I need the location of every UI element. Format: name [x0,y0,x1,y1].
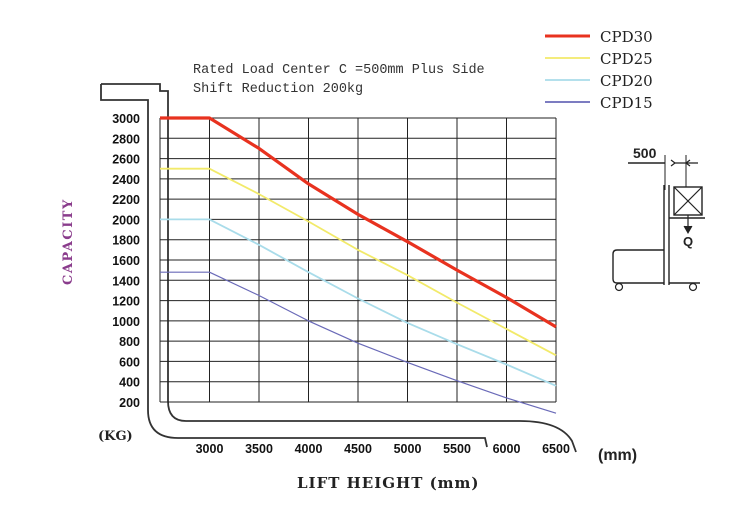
x-tick-label: 6500 [542,442,570,456]
series-line-cpd20 [160,218,557,387]
series-line-cpd30 [160,116,557,329]
x-tick-label: 5000 [394,442,422,456]
y-tick-label: 3000 [112,112,140,126]
x-axis-unit: (mm) [598,447,637,464]
x-tick-label: 3000 [196,442,224,456]
annotation-line-2: Shift Reduction 200kg [193,82,363,97]
x-tick-label: 4000 [295,442,323,456]
x-tick-label: 4500 [344,442,372,456]
y-tick-label: 2000 [112,213,140,227]
y-axis-unit: (KG) [98,429,133,444]
annotation-line-1: Rated Load Center C =500mm Plus Side [193,63,485,78]
chart-grid [159,117,557,403]
forklift-frame-outline [101,83,577,453]
y-tick-label: 1800 [112,234,140,248]
dimension-label: 500 [633,145,657,161]
legend-label-cpd20: CPD20 [600,72,653,90]
x-tick-labels: 3000 3500 4000 4500 5000 5500 6000 6500 [196,442,570,456]
y-tick-labels: 3000 2800 2600 2400 2200 2000 1800 1600 1400 1200… [112,112,140,410]
forklift-load-diagram: 500 Q [612,145,705,292]
y-tick-label: 1600 [112,254,140,268]
chart-legend: CPD30 CPD25 CPD20 CPD15 [545,28,653,112]
y-tick-label: 800 [119,335,140,349]
y-tick-label: 2600 [112,153,140,167]
y-tick-label: 1000 [112,315,140,329]
y-tick-label: 200 [119,396,140,410]
series-line-cpd25 [160,167,557,357]
load-label: Q [683,234,693,249]
x-tick-label: 3500 [245,442,273,456]
legend-label-cpd30: CPD30 [600,28,653,46]
y-tick-label: 600 [119,355,140,369]
x-tick-label: 5500 [443,442,471,456]
series-line-cpd15 [160,271,557,414]
chart-series [160,116,557,414]
y-axis-label: CAPACITY [61,198,76,285]
y-tick-label: 2400 [112,173,140,187]
y-tick-label: 2200 [112,193,140,207]
legend-label-cpd25: CPD25 [600,50,653,68]
legend-label-cpd15: CPD15 [600,94,653,112]
y-tick-label: 400 [119,376,140,390]
x-tick-label: 6000 [493,442,521,456]
y-tick-label: 2800 [112,132,140,146]
y-tick-label: 1200 [112,295,140,309]
forklift-frame-outer [100,84,488,448]
y-tick-label: 1400 [112,274,140,288]
x-axis-label: LIFT HEIGHT (mm) [297,474,480,492]
